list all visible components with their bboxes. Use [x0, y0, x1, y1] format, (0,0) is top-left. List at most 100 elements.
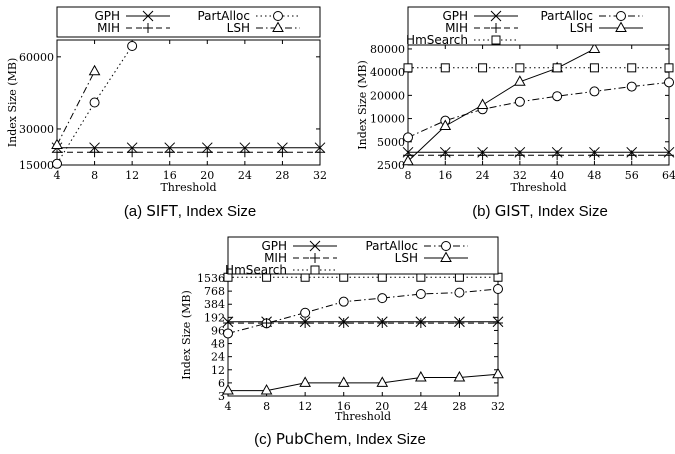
data-point-circle [589, 86, 600, 97]
data-point-triangle [260, 384, 273, 395]
series-lsh [222, 367, 504, 395]
series-lsh [402, 42, 601, 166]
legend-marker-plus [143, 23, 153, 33]
x-axis-label: Threshold [160, 181, 216, 194]
y-tick-label: 10000 [370, 113, 405, 126]
y-tick-label: 80000 [370, 43, 405, 56]
x-tick-label: 8 [405, 169, 412, 182]
data-point-triangle [88, 64, 101, 76]
data-point-plus [477, 150, 488, 161]
data-point-triangle [222, 384, 234, 395]
series-partalloc [403, 77, 674, 143]
x-tick-label: 56 [625, 169, 639, 182]
data-point-circle [300, 307, 311, 318]
x-tick-label: 48 [587, 169, 601, 182]
legend-label: MIH [445, 21, 468, 35]
data-point-plus [277, 147, 288, 158]
x-tick-label: 32 [491, 400, 505, 413]
data-point-square [478, 63, 488, 73]
y-axis-label: Index Size (MB) [356, 60, 369, 149]
chart-caption: (b) GIST, Index Size [472, 202, 608, 220]
y-tick-label: 2500 [377, 159, 405, 172]
series-gph [402, 146, 675, 158]
series-partalloc [223, 283, 503, 339]
y-tick-label: 1536 [197, 272, 225, 285]
series-line [407, 81, 670, 138]
legend-marker-plus [491, 23, 501, 33]
chart-gist: 8 16 24 32 40 48 56 64 2500 5000 10000 20000 40000 80… [356, 6, 675, 220]
data-point-circle [514, 96, 525, 107]
data-point-plus [239, 147, 250, 158]
caption-prefix: (a) [124, 203, 147, 220]
legend-marker-triangle [615, 21, 627, 32]
x-tick-label: 24 [414, 400, 428, 413]
x-tick-label: 16 [337, 400, 351, 413]
data-point-plus [315, 147, 325, 158]
x-tick-label: 4 [225, 400, 232, 413]
x-tick-label: 8 [263, 400, 270, 413]
data-point-circle [552, 91, 563, 102]
y-tick-label: 5000 [377, 136, 405, 149]
legend-entry-gph: GPH [442, 9, 518, 23]
legend-box [227, 236, 499, 275]
legend-label: MIH [264, 251, 287, 265]
data-point-triangle [402, 154, 414, 166]
legend: GPH PartAlloc MIH LSH HmSearch [406, 6, 670, 47]
data-point-triangle [415, 370, 427, 382]
legend-label: PartAlloc [365, 239, 418, 253]
data-point-plus [440, 150, 451, 161]
caption-dataset: SIFT [146, 202, 178, 220]
y-tick-label: 40000 [370, 66, 405, 79]
data-point-plus [338, 318, 349, 329]
data-point-square [589, 63, 599, 73]
caption-suffix: , Index Size [178, 203, 256, 220]
x-tick-label: 24 [238, 169, 252, 182]
y-tick-label: 12 [211, 364, 225, 377]
caption-prefix: (c) [254, 431, 276, 448]
y-tick-label: 3 [218, 390, 225, 403]
legend-label: MIH [97, 21, 120, 35]
legend-entry-hmsearch: HmSearch [406, 33, 518, 47]
x-tick-label: 16 [438, 169, 452, 182]
legend-label: PartAlloc [197, 9, 250, 23]
data-point-square [515, 63, 525, 73]
legend-entry-mih: MIH [445, 21, 518, 35]
caption-suffix: , Index Size [529, 203, 607, 220]
caption-dataset: GIST [495, 202, 531, 220]
legend-marker-x [142, 10, 154, 22]
legend: GPH PartAlloc MIH LSH HmSearch [225, 236, 499, 277]
data-point-circle [127, 41, 138, 52]
legend-label: LSH [570, 21, 593, 35]
legend-entry-lsh: LSH [227, 21, 300, 35]
legend-box [407, 6, 670, 46]
data-point-circle [403, 132, 413, 143]
data-point-plus [552, 150, 563, 161]
data-point-square [664, 63, 674, 73]
y-tick-label: 30000 [19, 123, 54, 136]
legend-label: PartAlloc [540, 9, 593, 23]
data-point-plus [589, 150, 600, 161]
series-mih [403, 150, 674, 161]
x-tick-label: 16 [163, 169, 177, 182]
legend-marker-circle [273, 11, 283, 21]
legend-entry-partalloc: PartAlloc [365, 239, 468, 253]
plot-frame [407, 44, 670, 166]
y-tick-label: 60000 [19, 51, 54, 64]
x-tick-label: 20 [200, 169, 214, 182]
x-tick-label: 20 [375, 400, 389, 413]
chart-caption: (c) PubChem, Index Size [254, 430, 426, 448]
data-point-plus [415, 318, 426, 329]
y-tick-label: 15000 [19, 159, 54, 172]
legend-entry-gph: GPH [261, 239, 337, 253]
legend-marker-x [309, 240, 321, 252]
series-gph [51, 142, 326, 154]
legend-marker-triangle [440, 251, 452, 262]
legend-entry-lsh: LSH [570, 21, 643, 35]
legend-label: LSH [395, 251, 418, 265]
legend-label: GPH [442, 9, 468, 23]
data-point-triangle [439, 119, 452, 131]
legend: GPH PartAlloc MIH LSH [56, 6, 321, 38]
series-mih [52, 147, 325, 158]
y-tick-label: 20000 [370, 89, 405, 102]
